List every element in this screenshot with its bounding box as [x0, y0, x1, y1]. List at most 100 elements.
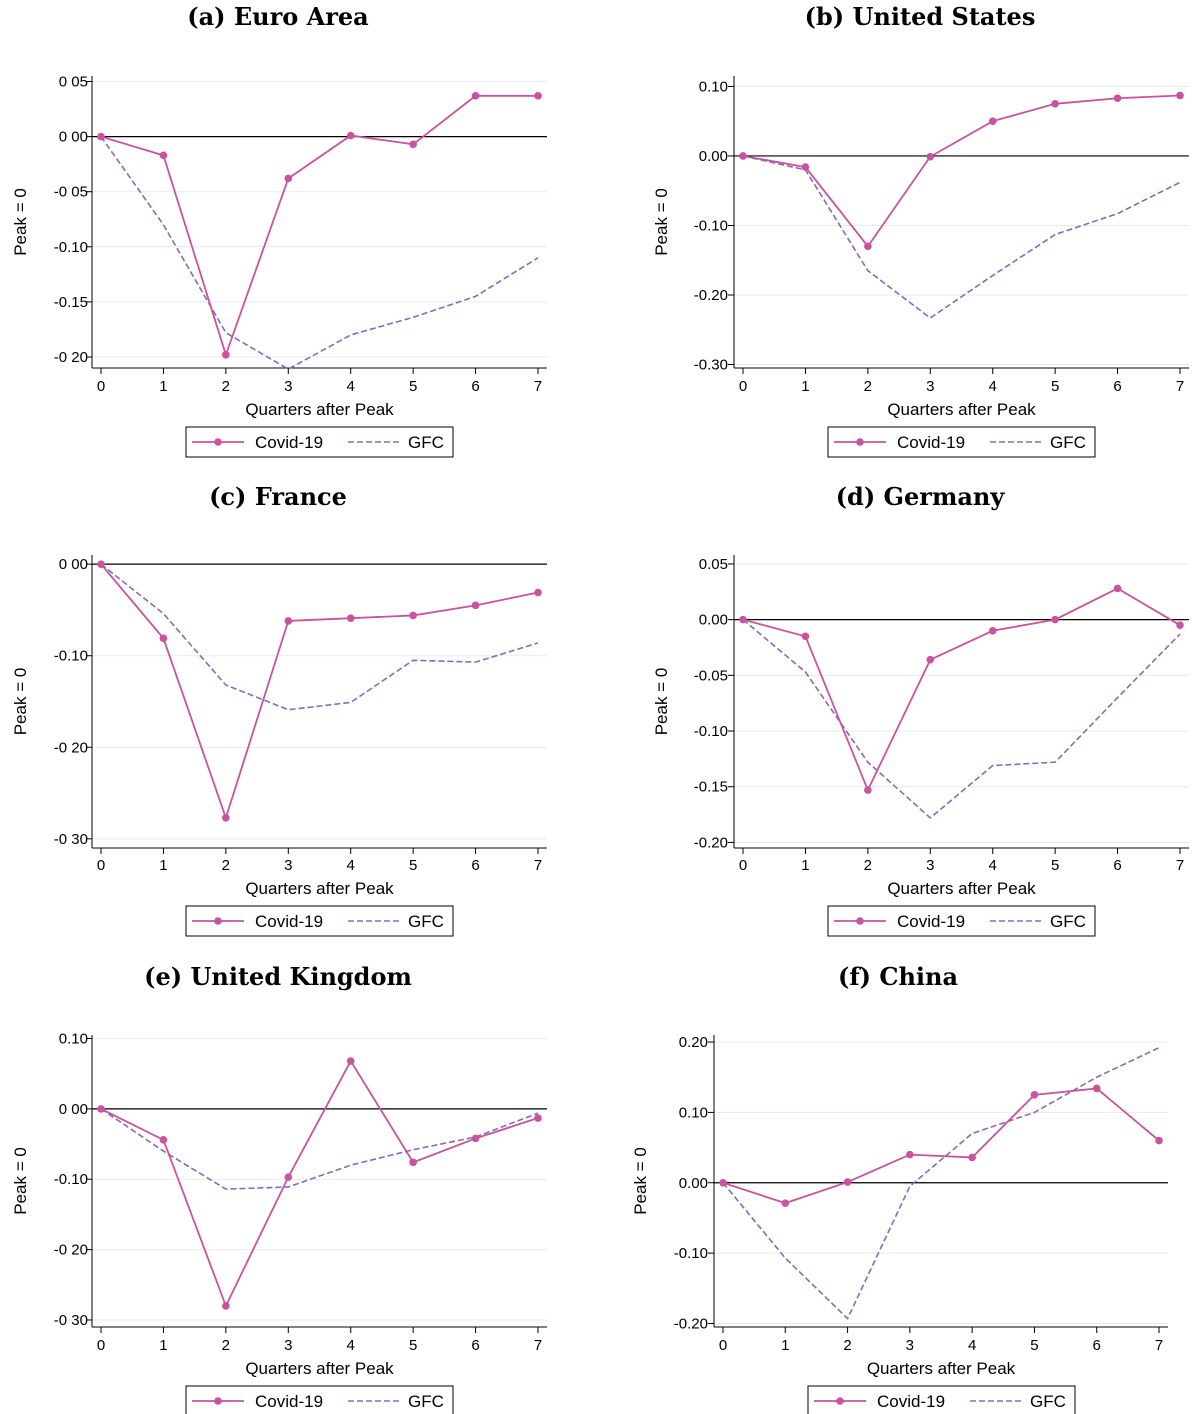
- series-line-gfc: [100, 136, 539, 371]
- legend-label-gfc: GFC: [1050, 912, 1086, 931]
- x-tick-label: 4: [347, 857, 355, 874]
- y-tick-label: -0.20: [694, 287, 728, 304]
- x-tick-label: 7: [534, 378, 542, 395]
- x-tick-label: 7: [1176, 378, 1184, 395]
- data-point-covid: [159, 1136, 168, 1144]
- y-axis-label: Peak = 0: [11, 668, 30, 736]
- y-tick-label: -0.10: [54, 1171, 88, 1188]
- x-tick-label: 5: [1051, 378, 1059, 395]
- data-point-covid: [968, 1153, 976, 1162]
- legend-label-gfc: GFC: [408, 912, 444, 931]
- y-axis-label: Peak = 0: [11, 188, 30, 256]
- x-axis-label: Quarters after Peak: [867, 1359, 1016, 1378]
- data-point-covid: [222, 813, 230, 822]
- chart-title: (f) China: [838, 962, 958, 991]
- data-point-covid: [843, 1178, 852, 1186]
- series-line-gfc: [722, 1046, 1160, 1320]
- y-tick-label: -0.20: [694, 834, 728, 851]
- data-point-covid: [1155, 1136, 1163, 1145]
- x-tick-label: 1: [159, 857, 167, 874]
- x-tick-label: 5: [409, 857, 417, 874]
- x-tick-label: 2: [843, 1337, 851, 1354]
- y-tick-label: 0 00: [59, 556, 88, 573]
- x-tick-label: 1: [781, 1337, 789, 1354]
- y-tick-label: -0 20: [54, 349, 88, 366]
- x-tick-label: 3: [906, 1337, 914, 1354]
- data-point-covid: [97, 1105, 105, 1113]
- y-axis-label: Peak = 0: [11, 1147, 30, 1215]
- legend-box: [185, 1385, 454, 1414]
- legend-label-covid: Covid-19: [877, 1392, 945, 1411]
- x-tick-label: 7: [534, 857, 542, 874]
- series-line-gfc: [742, 619, 1181, 819]
- x-tick-label: 5: [1051, 857, 1059, 874]
- x-tick-label: 0: [739, 857, 747, 874]
- x-tick-label: 5: [1030, 1337, 1038, 1354]
- x-tick-label: 2: [864, 857, 872, 874]
- x-tick-label: 4: [989, 378, 997, 395]
- data-point-covid: [1113, 94, 1122, 103]
- x-axis-label: Quarters after Peak: [245, 400, 394, 419]
- y-axis-label: Peak = 0: [652, 188, 671, 256]
- data-point-covid: [988, 626, 997, 635]
- x-tick-label: 7: [1176, 857, 1184, 874]
- y-tick-label: 0.05: [699, 556, 728, 573]
- legend: Covid-19 GFC: [185, 426, 454, 458]
- legend-marker-covid: [856, 438, 864, 446]
- x-tick-label: 6: [1113, 857, 1121, 874]
- data-point-covid: [864, 786, 872, 794]
- y-tick-label: -0 20: [54, 739, 88, 756]
- y-tick-label: 0.00: [699, 148, 728, 165]
- data-point-covid: [284, 174, 293, 183]
- x-tick-label: 0: [739, 378, 747, 395]
- y-tick-label: -0.20: [674, 1315, 708, 1332]
- data-point-covid: [471, 1134, 480, 1143]
- series-line-covid: [742, 587, 1181, 793]
- data-point-covid: [284, 617, 293, 625]
- y-axis-label: Peak = 0: [652, 668, 671, 736]
- data-point-covid: [988, 117, 997, 125]
- legend-label-gfc: GFC: [408, 1392, 444, 1411]
- legend-label-covid: Covid-19: [255, 912, 323, 931]
- y-tick-label: -0.10: [694, 217, 728, 234]
- x-tick-label: 2: [222, 857, 230, 874]
- x-tick-label: 2: [864, 378, 872, 395]
- data-point-covid: [719, 1178, 727, 1187]
- y-tick-label: -0.15: [694, 779, 728, 796]
- legend-label-covid: Covid-19: [897, 912, 965, 931]
- x-tick-label: 0: [97, 857, 105, 874]
- legend-label-covid: Covid-19: [255, 1392, 323, 1411]
- legend: Covid-19 GFC: [185, 1385, 454, 1414]
- y-tick-label: 0.10: [699, 78, 728, 95]
- data-point-covid: [926, 152, 935, 161]
- series-line-gfc: [100, 563, 539, 711]
- x-axis-label: Quarters after Peak: [245, 879, 394, 898]
- y-tick-label: -0.05: [694, 667, 728, 684]
- x-tick-label: 1: [159, 378, 167, 395]
- y-tick-label: -0 20: [54, 1242, 88, 1259]
- data-point-covid: [1051, 100, 1059, 108]
- x-tick-label: 3: [284, 857, 292, 874]
- y-tick-label: 0.00: [699, 612, 728, 629]
- data-point-covid: [534, 92, 542, 100]
- y-tick-label: 0 00: [59, 1101, 88, 1118]
- y-tick-label: -0.10: [54, 239, 88, 256]
- x-tick-label: 5: [409, 1337, 417, 1354]
- x-tick-label: 7: [534, 1337, 542, 1354]
- series-line-covid: [100, 563, 539, 821]
- y-tick-label: -0.30: [694, 357, 728, 374]
- x-tick-label: 0: [719, 1337, 727, 1354]
- y-tick-label: -0 30: [54, 1312, 88, 1329]
- legend-label-gfc: GFC: [1050, 433, 1086, 452]
- data-point-covid: [471, 601, 480, 610]
- data-point-covid: [409, 611, 417, 620]
- data-point-covid: [801, 163, 810, 171]
- legend-label-gfc: GFC: [1030, 1392, 1066, 1411]
- x-tick-label: 6: [471, 378, 479, 395]
- chart-panel: (a) Euro Area 0 05 0 00 -0 05 -0.10 -0.15 -0 2…: [11, 2, 547, 458]
- x-tick-label: 1: [801, 378, 809, 395]
- y-tick-label: -0.10: [54, 648, 88, 665]
- legend-marker-covid: [214, 1397, 222, 1405]
- data-point-covid: [409, 140, 417, 149]
